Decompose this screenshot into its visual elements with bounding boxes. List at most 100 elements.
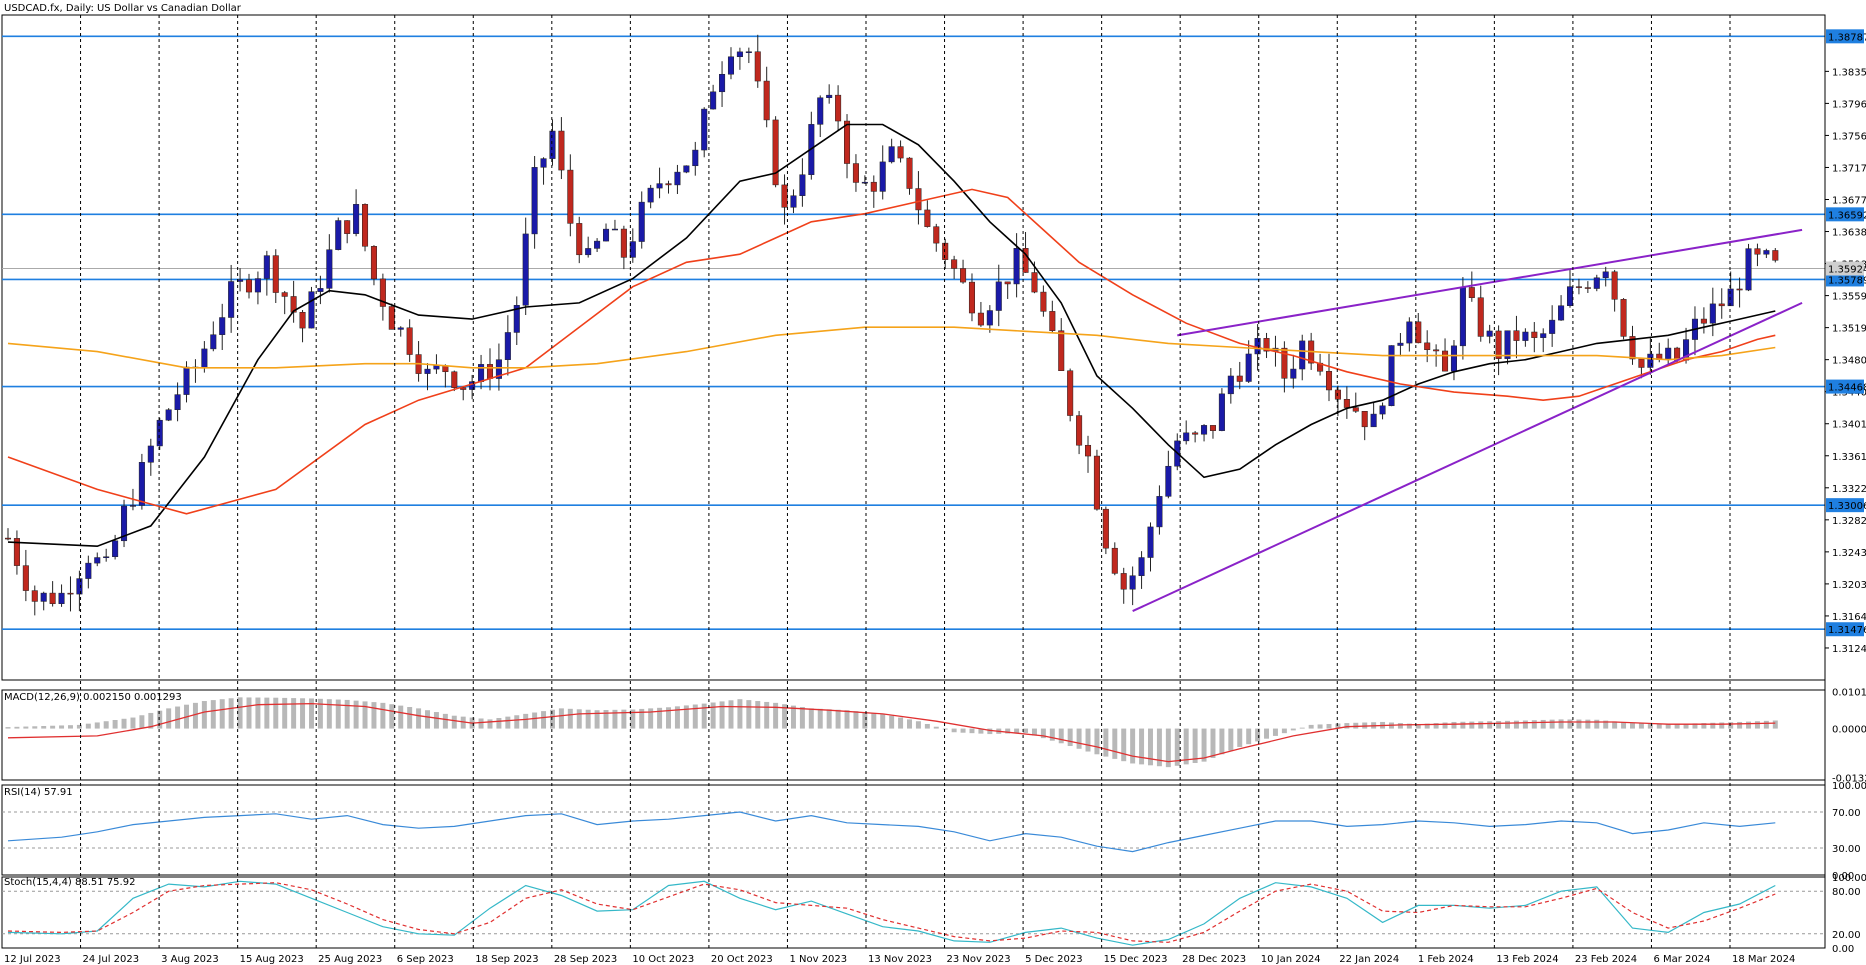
candle-body [995,281,1002,311]
candle-body [1067,370,1074,416]
candle-body [1049,311,1056,331]
candle-body [620,228,627,258]
candle-body [121,505,128,542]
y-tick-label: 1.36380 [1832,228,1866,239]
level-label-bg [1826,379,1864,394]
y-tick-label: 1.32825 [1832,516,1866,527]
candle-body [852,163,859,183]
candle-body [1558,305,1565,321]
candle-body [40,592,47,602]
candle-body [558,130,565,171]
candle-body [1629,336,1636,360]
candle-body [906,157,913,189]
candle-body [549,130,556,159]
macd-y-tick-label: 0.000000 [1832,725,1866,736]
candle-body [1334,389,1341,400]
candle-body [1513,330,1520,341]
x-tick-label: 6 Mar 2024 [1653,954,1710,965]
candle-body [1727,288,1734,307]
candle-body [397,327,404,330]
level-label: 1.31476 [1828,625,1866,636]
candle-body [1245,353,1252,382]
x-tick-label: 18 Sep 2023 [475,954,538,965]
candle-body [1531,331,1538,338]
candle-body [1754,248,1761,255]
candle-body [460,387,467,390]
candle-body [844,120,851,164]
y-tick-label: 1.35590 [1832,292,1866,303]
candle-body [629,241,636,258]
candle-body [1459,287,1466,347]
candle-body [1361,411,1368,428]
rsi-y-tick-label: 0.00 [1832,871,1854,882]
candle-body [245,279,253,293]
candle-body [308,291,315,329]
candle-body [219,317,226,335]
macd-signal-line [7,702,1776,763]
candle-body [977,312,984,326]
y-axis: 1.38355 1.37960 1.37565 1.37170 1.36775 1.363… [1824,15,1866,955]
candle-body [710,91,717,110]
candle-body [817,97,824,125]
candle-body [1201,425,1208,435]
macd-panel [1,689,1826,781]
rsi-title: RSI(14) 57.91 [4,787,73,798]
candle-body [353,204,360,234]
candle-body [1700,318,1707,324]
candle-body [156,419,163,447]
candle-body [379,278,386,307]
candle-body [1620,299,1627,337]
candle-body [835,94,842,122]
candle-body [692,149,699,167]
candle-body [1718,303,1725,307]
candle-body [656,183,663,189]
candle-body [58,592,65,604]
candle-body [1084,444,1092,457]
stoch-y-tick-label: 80.00 [1832,887,1861,898]
candle-body [513,305,520,333]
candle-body [1058,330,1065,371]
candle-body [1415,321,1422,344]
candle-body [754,51,761,82]
candle-body [94,557,101,564]
y-tick-label: 1.35195 [1832,324,1866,335]
stoch-y-tick-label: 0.00 [1832,944,1854,955]
sma50-line [7,188,1776,515]
y-tick-label: 1.36775 [1832,195,1866,206]
level-label-bg [1826,498,1864,513]
candle-body [1129,575,1136,590]
y-tick-label: 1.37565 [1832,131,1866,142]
candle-body [1183,432,1190,442]
rsi-y-tick-label: 100.00 [1832,781,1866,792]
x-tick-label: 13 Feb 2024 [1496,954,1558,965]
candle-body [183,366,190,395]
rsi-y-tick-label: 70.00 [1832,808,1861,819]
candle-body [49,592,56,604]
chart-title: USDCAD.fx, Daily: US Dollar vs Canadian … [4,3,242,14]
candle-body [1281,347,1288,379]
candle-body [495,359,502,379]
candle-body [67,592,74,595]
x-axis: 12 Jul 2023 24 Jul 2023 3 Aug 2023 15 Aug 2… [4,15,1795,965]
candle-body [22,565,29,591]
candle-body [888,146,895,163]
panel-frame [1,876,1826,949]
candle-body [1254,338,1261,355]
candle-body [1165,465,1172,497]
candle-body [1388,345,1395,407]
x-tick-label: 28 Dec 2023 [1182,954,1246,965]
rsi-y-tick-label: 30.00 [1832,844,1861,855]
y-tick-label: 1.33615 [1832,452,1866,463]
candle-body [1290,368,1297,379]
candle-body [1584,287,1591,289]
y-tick-label: 1.37170 [1832,163,1866,174]
level-label: 1.34468 [1828,383,1866,394]
candle-body [504,332,511,360]
level-label-bg [1826,272,1864,287]
channel-upper-line [1177,228,1803,337]
candle-body [1522,331,1529,341]
candle-body [1102,508,1109,549]
candle-body [701,108,708,151]
x-tick-label: 3 Aug 2023 [161,954,219,965]
